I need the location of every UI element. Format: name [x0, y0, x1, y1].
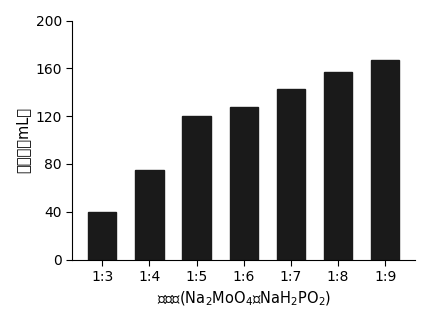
- Bar: [182, 116, 211, 260]
- Bar: [88, 212, 117, 260]
- Y-axis label: 产氢量（mL）: 产氢量（mL）: [15, 107, 30, 173]
- Bar: [135, 170, 163, 260]
- Bar: [277, 89, 305, 260]
- X-axis label: 摩尔比(Na$_2$MoO$_4$：NaH$_2$PO$_2$): 摩尔比(Na$_2$MoO$_4$：NaH$_2$PO$_2$): [157, 290, 331, 308]
- Bar: [371, 60, 399, 260]
- Bar: [324, 72, 352, 260]
- Bar: [230, 107, 258, 260]
